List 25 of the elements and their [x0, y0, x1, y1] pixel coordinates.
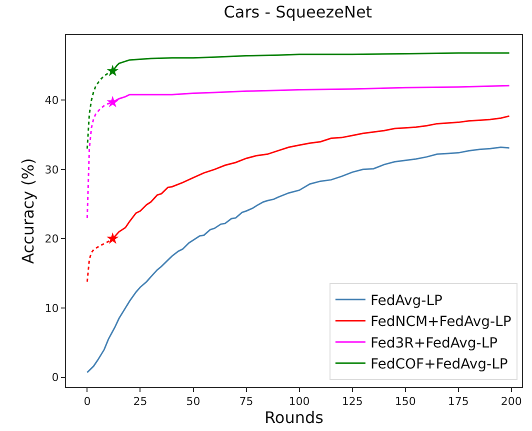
legend-label: Fed3R+FedAvg-LP	[370, 335, 498, 352]
y-axis-title: Accuracy (%)	[18, 158, 38, 264]
x-tick-label: 125	[342, 395, 363, 408]
point	[106, 64, 119, 76]
y-tick-label: 10	[44, 302, 59, 315]
x-tick-label: 150	[394, 395, 416, 408]
y-tick-label: 30	[44, 163, 59, 176]
legend-label: FedAvg-LP	[370, 293, 442, 310]
y-tick-label: 20	[44, 232, 59, 246]
x-tick-label: 100	[288, 395, 310, 408]
point	[106, 96, 119, 108]
x-tick-label: 0	[84, 395, 91, 408]
point	[106, 232, 119, 244]
legend-label: FedCOF+FedAvg-LP	[370, 356, 508, 373]
y-tick-label: 0	[52, 371, 59, 384]
x-tick-label: 25	[133, 395, 148, 408]
chart-title: Cars - SqueezeNet	[224, 2, 372, 22]
x-tick-label: 75	[239, 395, 254, 408]
legend-label: FedNCM+FedAvg-LP	[370, 314, 512, 330]
x-tick-label: 200	[500, 395, 522, 408]
x-tick-label: 50	[186, 395, 200, 408]
x-tick-label: 175	[448, 395, 469, 408]
y-tick-label: 40	[44, 94, 59, 107]
line-series	[86, 146, 510, 374]
x-axis-title: Rounds	[264, 408, 324, 428]
